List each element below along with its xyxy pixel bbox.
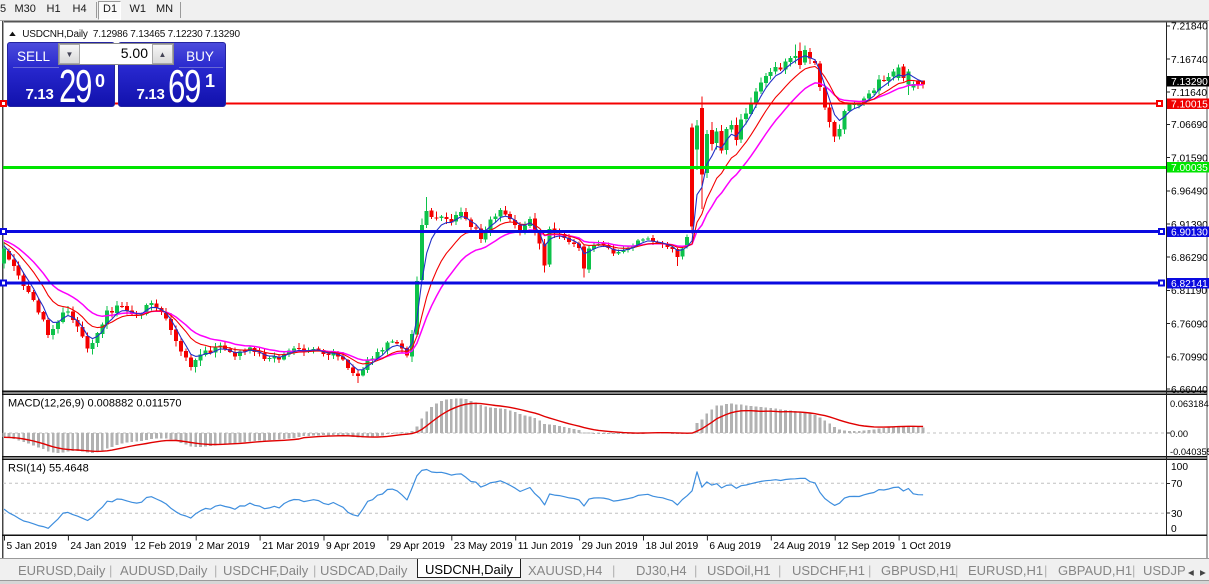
svg-text:RSI(14) 55.4648: RSI(14) 55.4648 xyxy=(8,463,89,475)
svg-text:70: 70 xyxy=(1171,479,1183,490)
svg-text:6.70990: 6.70990 xyxy=(1171,353,1208,364)
svg-text:7.16740: 7.16740 xyxy=(1171,55,1208,66)
svg-text:12 Feb 2019: 12 Feb 2019 xyxy=(134,541,192,552)
svg-text:24 Aug 2019: 24 Aug 2019 xyxy=(773,541,831,552)
svg-text:12 Sep 2019: 12 Sep 2019 xyxy=(837,541,895,552)
svg-text:6.81190: 6.81190 xyxy=(1171,286,1207,297)
svg-text:9 Apr 2019: 9 Apr 2019 xyxy=(326,541,376,552)
svg-text:29 Jun 2019: 29 Jun 2019 xyxy=(582,541,638,552)
svg-text:6.66040: 6.66040 xyxy=(1171,385,1208,396)
svg-text:7.10015: 7.10015 xyxy=(1171,99,1208,110)
svg-text:6.82141: 6.82141 xyxy=(1171,279,1208,290)
svg-text:0.063184: 0.063184 xyxy=(1170,399,1209,409)
svg-text:7.13290: 7.13290 xyxy=(1171,77,1208,88)
svg-text:29 Apr 2019: 29 Apr 2019 xyxy=(390,541,445,552)
svg-text:6.76090: 6.76090 xyxy=(1171,319,1208,330)
svg-text:0.00: 0.00 xyxy=(1170,429,1188,439)
svg-text:23 May 2019: 23 May 2019 xyxy=(454,541,513,552)
svg-text:7.00035: 7.00035 xyxy=(1171,163,1208,174)
svg-text:-0.040355: -0.040355 xyxy=(1170,447,1209,457)
svg-text:6.90130: 6.90130 xyxy=(1171,227,1208,238)
svg-text:7.01590: 7.01590 xyxy=(1171,153,1208,164)
svg-text:2 Mar 2019: 2 Mar 2019 xyxy=(198,541,250,552)
svg-text:MACD(12,26,9) 0.008882 0.01157: MACD(12,26,9) 0.008882 0.011570 xyxy=(8,398,181,410)
svg-text:24 Jan 2019: 24 Jan 2019 xyxy=(70,541,126,552)
svg-text:1 Oct 2019: 1 Oct 2019 xyxy=(901,541,951,552)
svg-text:7.21840: 7.21840 xyxy=(1171,22,1208,33)
svg-text:6.86290: 6.86290 xyxy=(1171,253,1208,264)
svg-text:5 Jan 2019: 5 Jan 2019 xyxy=(7,541,58,552)
svg-text:6 Aug 2019: 6 Aug 2019 xyxy=(709,541,761,552)
svg-text:7.11640: 7.11640 xyxy=(1171,88,1207,99)
svg-text:100: 100 xyxy=(1171,462,1188,473)
svg-text:0: 0 xyxy=(1171,524,1177,535)
svg-text:7.06690: 7.06690 xyxy=(1171,120,1208,131)
svg-text:18 Jul 2019: 18 Jul 2019 xyxy=(646,541,699,552)
svg-text:6.96490: 6.96490 xyxy=(1171,187,1208,198)
svg-text:21 Mar 2019: 21 Mar 2019 xyxy=(262,541,320,552)
svg-text:30: 30 xyxy=(1171,509,1183,520)
svg-text:11 Jun 2019: 11 Jun 2019 xyxy=(518,541,574,552)
svg-text:6.91390: 6.91390 xyxy=(1171,220,1208,231)
